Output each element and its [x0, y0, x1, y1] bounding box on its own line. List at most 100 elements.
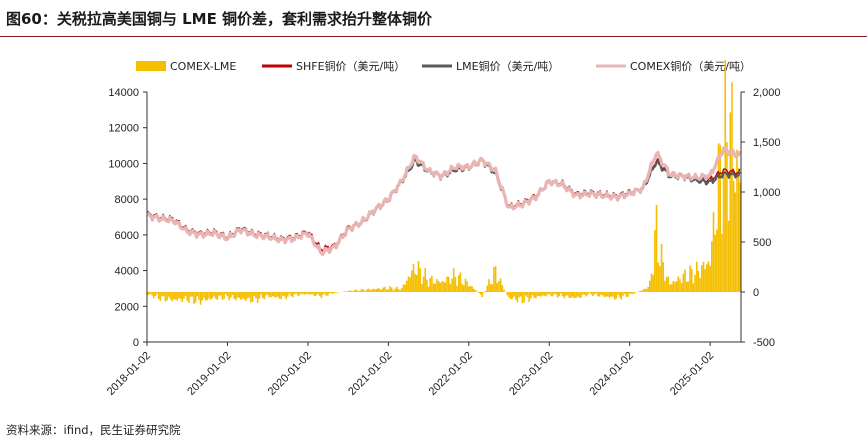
comex-lme-bar	[732, 180, 735, 292]
comex-lme-bar	[618, 292, 621, 298]
comex-lme-bar	[553, 292, 556, 294]
comex-lme-bar	[464, 278, 467, 292]
comex-lme-bar	[404, 284, 406, 292]
comex-lme-bar	[196, 292, 199, 297]
comex-lme-bar	[677, 276, 680, 292]
comex-lme-bar	[389, 286, 391, 292]
comex-lme-bar	[484, 290, 487, 292]
comex-lme-bar	[623, 292, 626, 294]
comex-lme-bar	[288, 292, 291, 294]
comex-lme-bar	[615, 292, 618, 299]
comex-lme-bar	[716, 229, 718, 292]
comex-lme-bar	[422, 276, 425, 292]
comex-lme-bar	[362, 289, 365, 292]
comex-lme-bar	[256, 292, 259, 304]
right-tick-label: 500	[753, 237, 771, 249]
comex-lme-bar	[281, 292, 284, 296]
comex-lme-bar	[706, 264, 708, 292]
comex-lme-bar	[560, 292, 562, 294]
x-tick-label: 2021-01-02	[346, 350, 394, 398]
comex-lme-bar	[479, 292, 482, 295]
comex-lme-bar	[466, 281, 468, 292]
comex-lme-bar	[416, 274, 418, 292]
comex-lme-bar	[633, 292, 636, 294]
comex-lme-bar	[171, 292, 173, 302]
comex-lme-bar	[647, 286, 649, 292]
comex-lme-bar	[645, 289, 648, 292]
comex-lme-bar	[528, 292, 530, 302]
comex-lme-bar	[516, 292, 519, 303]
comex-lme-bar	[330, 292, 333, 294]
comex-lme-bar	[603, 292, 606, 298]
comex-lme-bar	[271, 292, 274, 296]
comex-lme-bar	[521, 292, 524, 304]
left-tick-label: 6000	[115, 230, 139, 242]
comex-lme-bar	[588, 292, 591, 293]
comex-lme-bar	[731, 82, 733, 292]
comex-lme-bar	[687, 281, 690, 292]
comex-lme-bar	[727, 220, 730, 292]
comex-lme-bar	[694, 274, 696, 292]
comex-lme-bar	[152, 292, 155, 299]
comex-lme-bar	[357, 291, 359, 292]
comex-lme-bar	[188, 292, 190, 303]
comex-lme-bar	[263, 292, 266, 300]
comex-lme-bar	[387, 289, 390, 292]
comex-lme-bar	[313, 292, 316, 297]
comex-lme-bar	[514, 292, 517, 300]
comex-lme-bar	[665, 277, 668, 292]
comex-lme-bar	[414, 273, 416, 292]
comex-lme-bar	[548, 292, 551, 294]
right-tick-label: 0	[753, 287, 759, 299]
legend-label: COMEX铜价（美元/吨）	[630, 59, 751, 73]
comex-lme-bar	[563, 292, 566, 299]
comex-lme-bar	[699, 278, 701, 292]
comex-lme-bar	[675, 281, 678, 292]
comex-lme-bar	[695, 261, 698, 292]
comex-lme-bar	[276, 292, 279, 297]
comex-lme-bar	[303, 292, 306, 295]
comex-lme-bar	[154, 292, 157, 296]
legend-swatch	[136, 61, 166, 71]
comex-lme-bar	[652, 274, 654, 292]
comex-lme-bar	[379, 288, 381, 292]
comex-lme-bar	[543, 292, 546, 296]
comex-lme-bar	[690, 268, 693, 292]
comex-lme-bar	[533, 292, 535, 298]
comex-lme-bar	[231, 292, 234, 296]
comex-lme-bar	[580, 292, 582, 298]
comex-lme-bar	[739, 182, 742, 292]
comex-lme-bar	[439, 282, 442, 292]
comex-lme-bar	[268, 292, 271, 298]
x-tick-label: 2024-01-02	[588, 350, 636, 398]
title-divider	[0, 36, 867, 37]
comex-lme-bar	[436, 278, 438, 292]
comex-lme-bar	[300, 292, 302, 294]
comex-lme-bar	[292, 292, 294, 298]
comex-lme-bar	[628, 292, 631, 294]
comex-lme-bar	[474, 290, 477, 292]
comex-lme-bar	[737, 167, 740, 292]
comex-lme-bar	[506, 292, 509, 296]
comex-lme-bar	[278, 292, 281, 299]
comex-lme-bar	[535, 292, 537, 299]
comex-lme-bar	[194, 292, 197, 303]
comex-lme-bar	[226, 292, 229, 297]
comex-lme-bar	[632, 292, 634, 295]
comex-lme-bar	[156, 292, 158, 295]
comex-lme-bar	[704, 269, 706, 292]
comex-lme-bar	[286, 292, 289, 297]
comex-lme-bar	[419, 268, 421, 292]
comex-lme-bar	[444, 282, 447, 292]
comex-lme-bar	[602, 292, 604, 296]
left-tick-label: 14000	[108, 87, 139, 99]
x-tick-label: 2025-01-02	[668, 350, 716, 398]
comex-lme-bar	[679, 279, 681, 292]
comex-lme-bar	[565, 292, 567, 296]
comex-lme-bar	[327, 292, 329, 296]
comex-lme-bar	[260, 292, 262, 295]
comex-lme-bar	[555, 292, 557, 295]
comex-lme-bar	[595, 292, 597, 294]
comex-lme-bar	[370, 289, 373, 292]
right-tick-label: 1,500	[753, 137, 781, 149]
